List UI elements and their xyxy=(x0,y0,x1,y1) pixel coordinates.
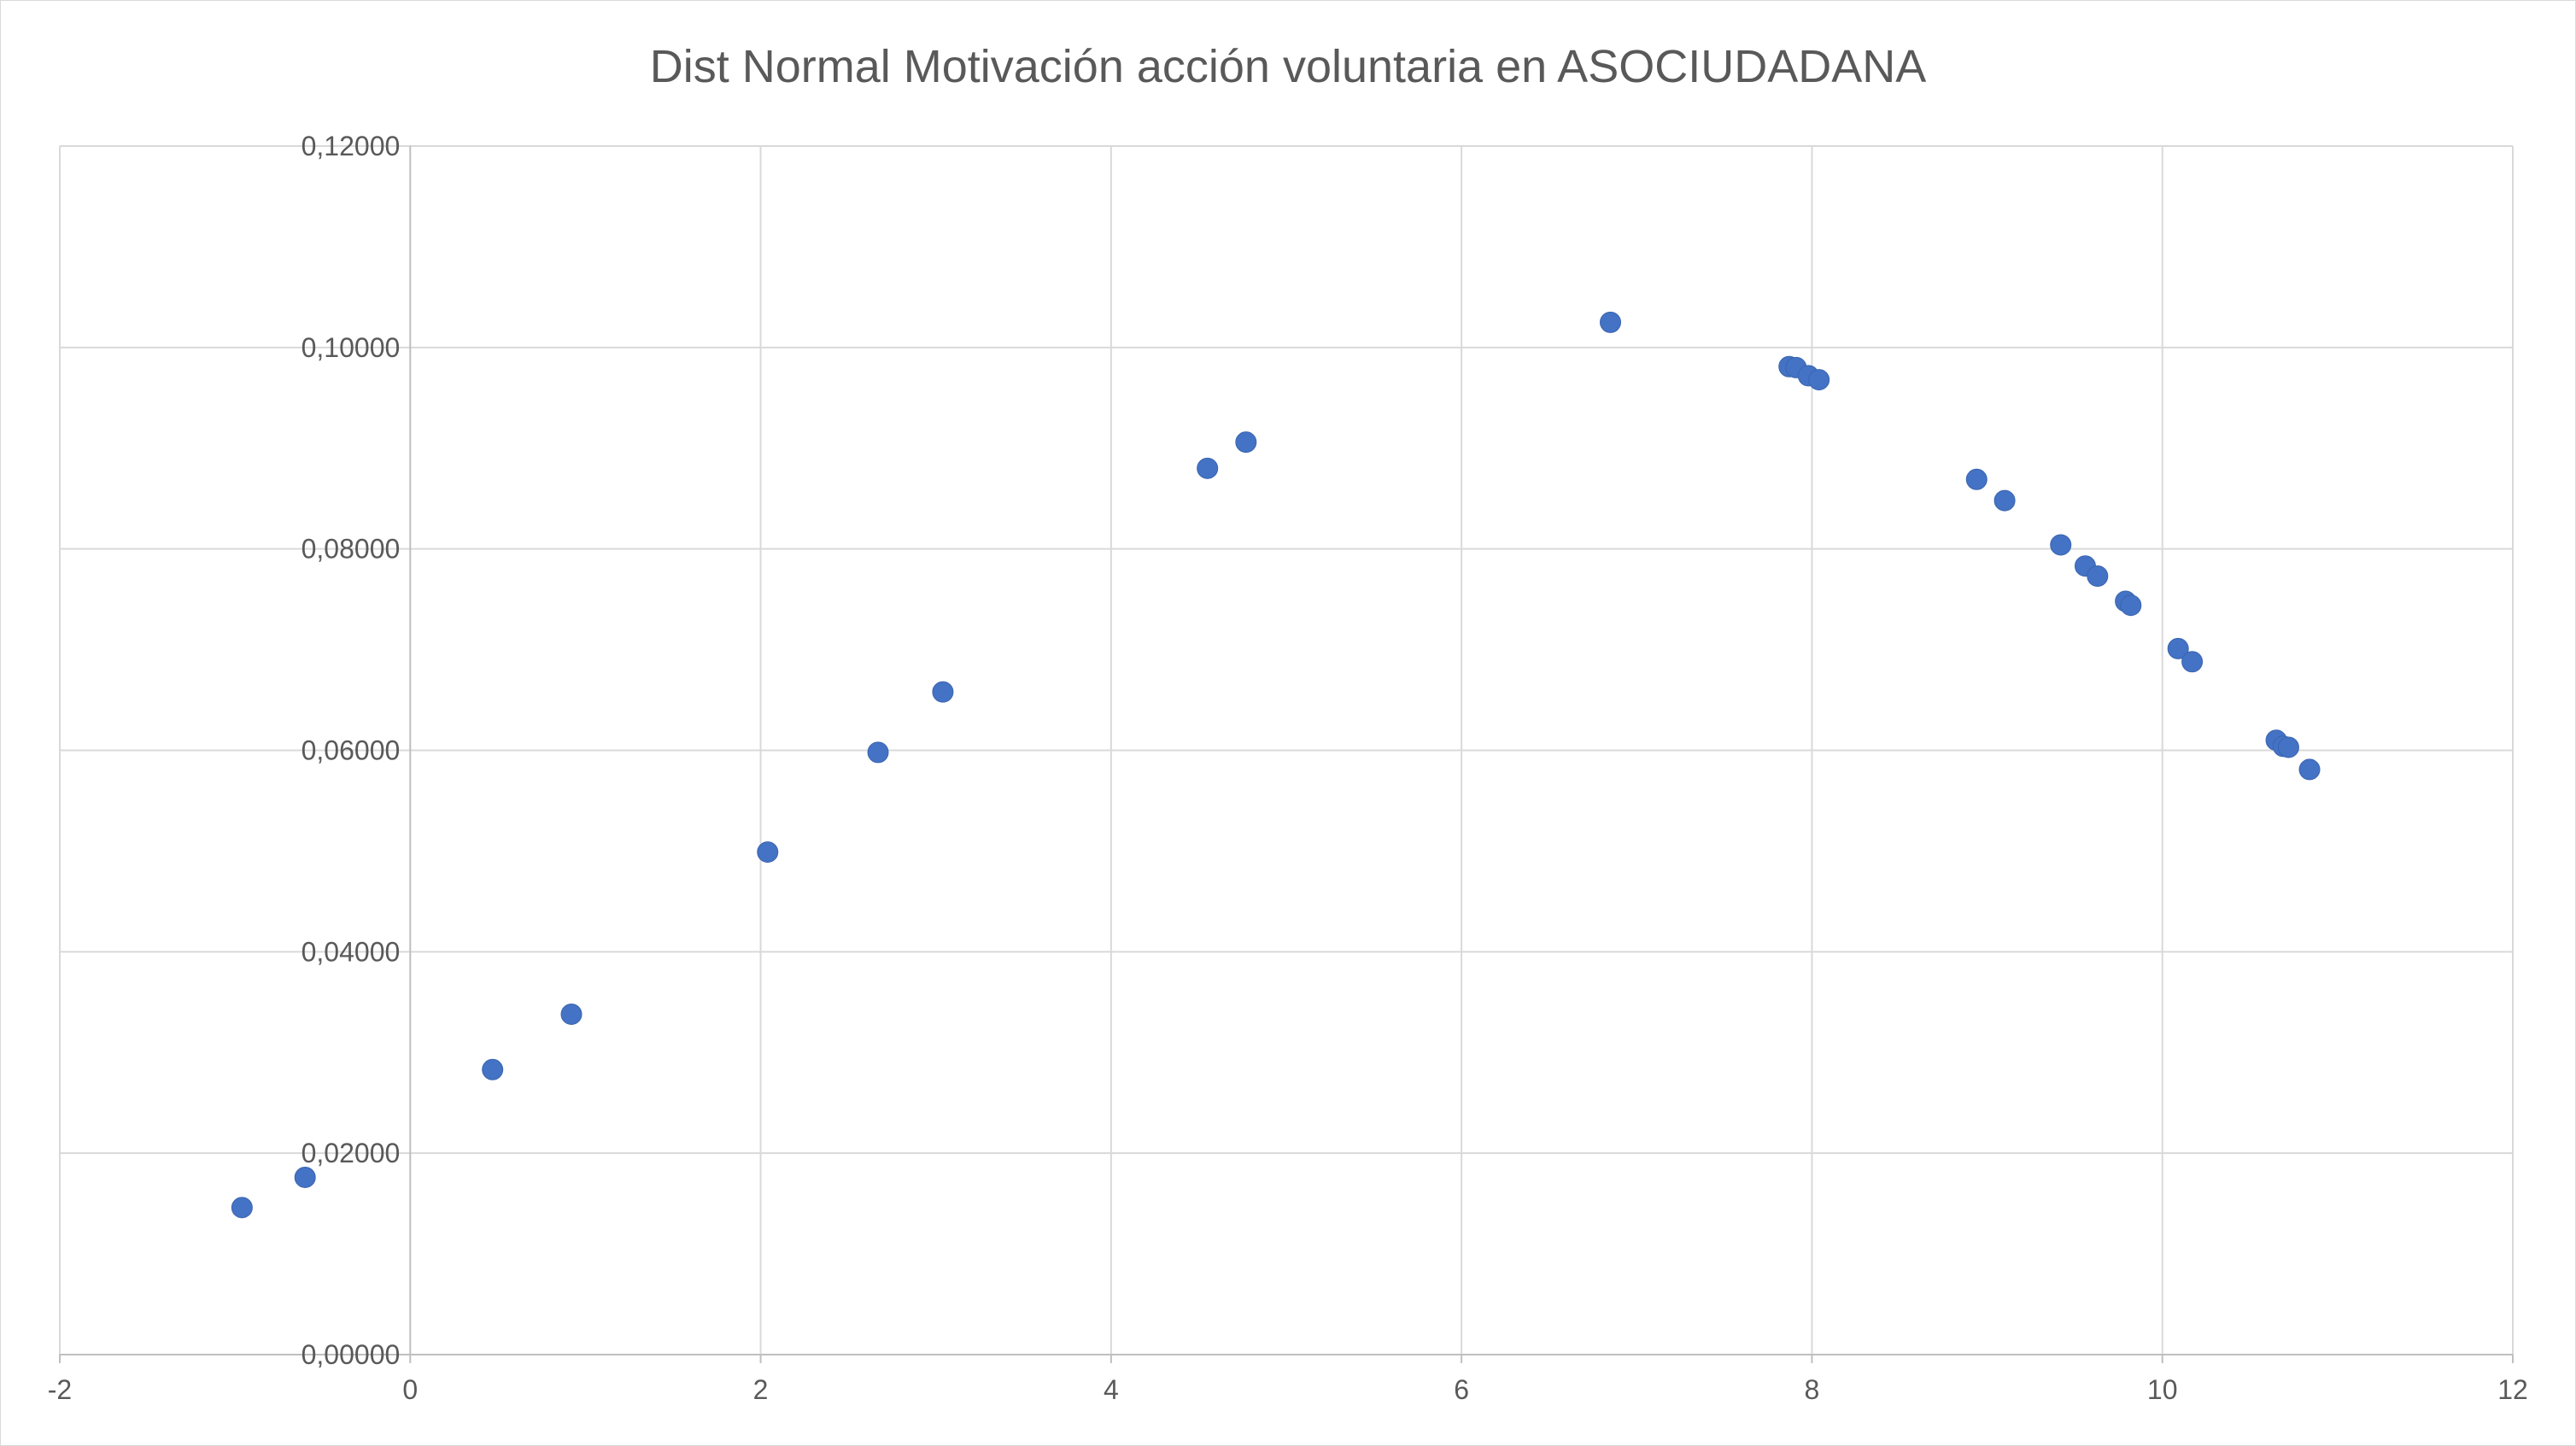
y-tick-label: 0,00000 xyxy=(302,1339,401,1370)
data-point xyxy=(2087,565,2109,588)
data-point xyxy=(231,1197,253,1219)
data-point xyxy=(757,841,779,864)
data-point xyxy=(1600,311,1622,333)
axes xyxy=(59,146,2514,1363)
x-tick-label: 4 xyxy=(1104,1374,1119,1405)
x-tick-label: 8 xyxy=(1805,1374,1820,1405)
x-tick-label: 12 xyxy=(2497,1374,2528,1405)
data-point xyxy=(560,1003,583,1025)
data-point xyxy=(867,741,889,764)
data-point xyxy=(2277,736,2299,758)
data-point xyxy=(2120,594,2142,617)
x-tick-label: 2 xyxy=(753,1374,769,1405)
data-point xyxy=(1235,431,1257,454)
data-point xyxy=(2181,651,2204,673)
x-tick-label: 0 xyxy=(402,1374,418,1405)
y-tick-label: 0,08000 xyxy=(302,534,401,565)
gridlines xyxy=(59,145,2514,1355)
data-point xyxy=(1808,369,1830,391)
x-tick-label: -2 xyxy=(48,1374,72,1405)
y-tick-label: 0,02000 xyxy=(302,1138,401,1168)
y-tick-label: 0,10000 xyxy=(302,332,401,363)
data-point xyxy=(2050,534,2072,556)
data-point xyxy=(932,681,954,703)
data-point xyxy=(2167,637,2189,659)
y-tick-label: 0,04000 xyxy=(302,936,401,967)
chart-title: Dist Normal Motivación acción voluntaria… xyxy=(650,41,1927,92)
data-point xyxy=(2298,758,2321,781)
tick-labels: 0,00000 0,02000 0,04000 0,06000 0,08000 0,100… xyxy=(48,131,2528,1405)
x-tick-label: 10 xyxy=(2147,1374,2178,1405)
data-points xyxy=(231,311,2321,1219)
data-point xyxy=(1197,457,1219,479)
data-point xyxy=(482,1058,504,1080)
data-point xyxy=(1965,468,1988,490)
data-point xyxy=(294,1166,316,1188)
y-tick-label: 0,06000 xyxy=(302,735,401,766)
data-point xyxy=(1993,489,2016,512)
y-tick-label: 0,12000 xyxy=(302,131,401,161)
x-tick-label: 6 xyxy=(1454,1374,1469,1405)
